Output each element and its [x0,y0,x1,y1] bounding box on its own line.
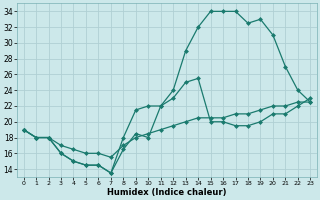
X-axis label: Humidex (Indice chaleur): Humidex (Indice chaleur) [107,188,227,197]
